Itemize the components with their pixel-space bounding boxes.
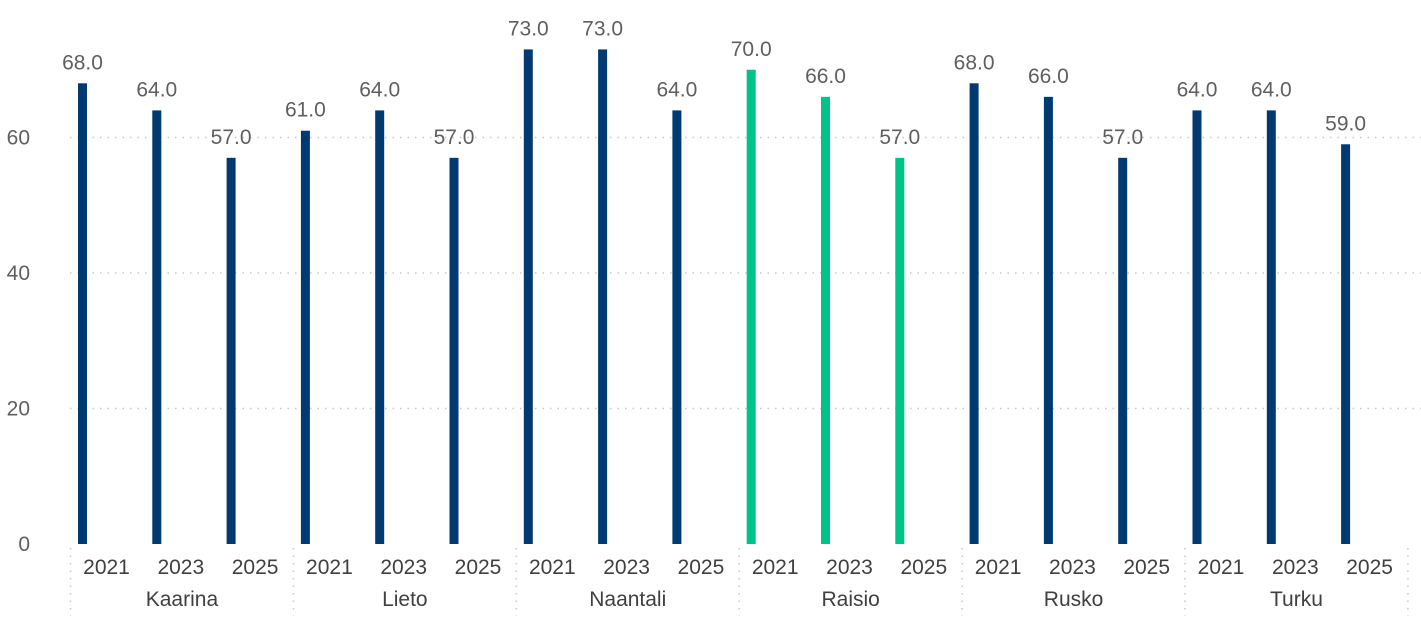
bars (78, 49, 1351, 545)
data-label: 57.0 (1102, 126, 1143, 149)
data-label: 70.0 (731, 38, 772, 61)
bar-naantali-2021 (523, 49, 533, 545)
bar-rusko-2023 (1043, 96, 1053, 544)
bar-raisio-2021 (746, 69, 756, 544)
data-label: 61.0 (285, 99, 326, 122)
x-tick-label-year: 2025 (455, 556, 502, 579)
data-label: 57.0 (879, 126, 920, 149)
x-tick-label-year: 2021 (83, 556, 130, 579)
data-label: 66.0 (1028, 65, 1069, 88)
x-tick-label-year: 2021 (752, 556, 799, 579)
x-tick-label-year: 2021 (1198, 556, 1245, 579)
data-label: 64.0 (1177, 78, 1218, 101)
bar-lieto-2023 (375, 110, 385, 545)
x-tick-label-year: 2025 (1346, 556, 1393, 579)
data-label: 68.0 (954, 51, 995, 74)
data-label: 57.0 (434, 126, 475, 149)
x-group-label-rusko: Rusko (1044, 588, 1104, 611)
bar-naantali-2025 (672, 110, 682, 545)
bar-turku-2023 (1266, 110, 1276, 545)
y-axis: 0 20 40 60 (7, 127, 30, 557)
gridlines (70, 136, 1421, 410)
bar-raisio-2025 (895, 157, 905, 544)
data-label: 59.0 (1325, 112, 1366, 135)
data-label: 66.0 (805, 65, 846, 88)
bar-kaarina-2023 (152, 110, 162, 545)
x-tick-label-year: 2023 (826, 556, 873, 579)
data-labels: 68.0 64.0 57.0 61.0 64.0 57.0 73.0 73.0 64.0 70.0… (62, 17, 1366, 148)
data-label: 73.0 (508, 17, 549, 40)
data-label: 64.0 (359, 78, 400, 101)
x-tick-label-year: 2025 (232, 556, 279, 579)
x-tick-label-year: 2021 (975, 556, 1022, 579)
x-tick-label-year: 2023 (603, 556, 650, 579)
data-label: 64.0 (656, 78, 697, 101)
data-label: 64.0 (136, 78, 177, 101)
x-tick-label-year: 2023 (380, 556, 427, 579)
x-group-label-naantali: Naantali (589, 588, 666, 611)
x-tick-label-year: 2021 (529, 556, 576, 579)
bar-raisio-2023 (821, 96, 830, 544)
bar-lieto-2021 (300, 130, 310, 544)
bar-turku-2021 (1192, 110, 1202, 545)
x-group-label-kaarina: Kaarina (146, 588, 219, 611)
x-tick-label-year: 2023 (157, 556, 204, 579)
x-tick-label-year: 2023 (1272, 556, 1319, 579)
x-group-label-lieto: Lieto (382, 588, 428, 611)
bar-rusko-2021 (969, 83, 979, 545)
data-label: 73.0 (582, 17, 623, 40)
bar-turku-2025 (1341, 144, 1351, 544)
data-label: 68.0 (62, 51, 103, 74)
x-tick-label-year: 2023 (1049, 556, 1096, 579)
x-group-label-turku: Turku (1270, 588, 1323, 611)
x-axis: 2021 2023 2025 Kaarina 2021 2023 2025 Lieto 2021… (69, 548, 1409, 616)
x-group-label-raisio: Raisio (821, 588, 879, 611)
bar-naantali-2023 (598, 49, 608, 545)
y-tick-label: 40 (7, 262, 30, 285)
y-tick-label: 0 (18, 533, 30, 556)
bar-lieto-2025 (449, 157, 459, 544)
data-label: 64.0 (1251, 78, 1292, 101)
bar-rusko-2025 (1118, 157, 1128, 544)
x-tick-label-year: 2025 (678, 556, 725, 579)
y-tick-label: 20 (7, 398, 30, 421)
y-tick-label: 60 (7, 127, 30, 150)
bar-kaarina-2025 (226, 157, 236, 544)
x-tick-label-year: 2025 (900, 556, 947, 579)
data-label: 57.0 (211, 126, 252, 149)
bar-kaarina-2021 (78, 83, 87, 545)
x-tick-label-year: 2025 (1123, 556, 1170, 579)
x-tick-label-year: 2021 (306, 556, 353, 579)
